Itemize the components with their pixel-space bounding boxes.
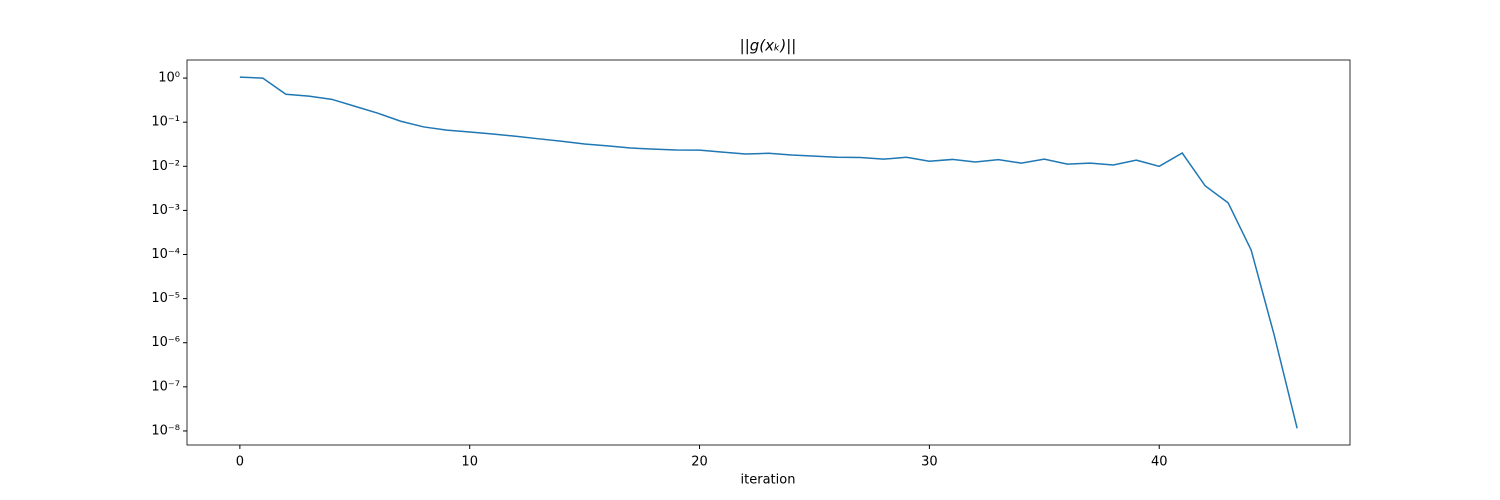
y-tick-label: 10⁻⁴: [151, 247, 180, 262]
plot-frame: [186, 59, 1351, 446]
chart-title: ||g(xₖ)||: [740, 37, 797, 55]
y-tick-label: 10⁻⁷: [151, 379, 180, 394]
y-tick-label: 10⁻⁶: [151, 335, 180, 350]
y-tick-label: 10⁻³: [151, 203, 180, 218]
y-tick-label: 10⁻¹: [151, 115, 180, 130]
y-tick-label: 10⁻²: [151, 159, 180, 174]
data-line: [239, 76, 1298, 429]
y-tick-label: 10⁻⁸: [151, 423, 180, 438]
y-tick-label: 10⁻⁵: [151, 291, 180, 306]
x-tick-label: 20: [691, 455, 708, 470]
x-tick-label: 10: [461, 455, 478, 470]
x-tick-label: 30: [921, 455, 938, 470]
x-axis-label: iteration: [741, 473, 796, 488]
x-tick-label: 40: [1151, 455, 1168, 470]
x-tick-label: 0: [236, 455, 244, 470]
y-tick-label: 10⁰: [158, 71, 180, 86]
